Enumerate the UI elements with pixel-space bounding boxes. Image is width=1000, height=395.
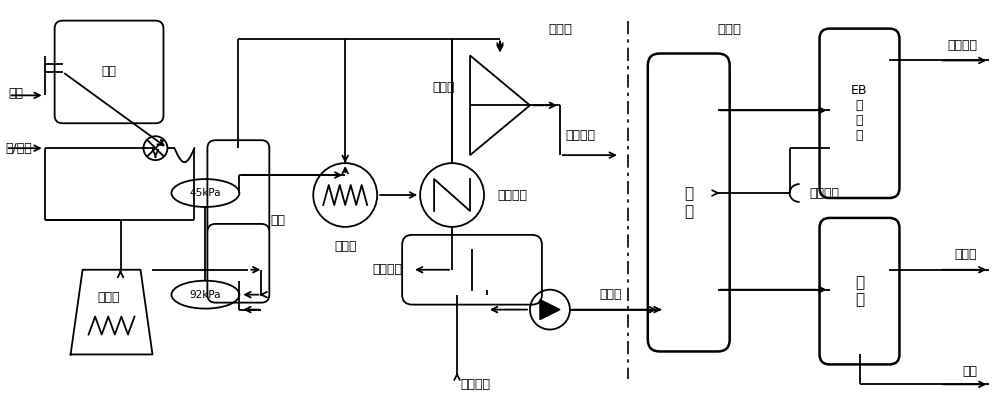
Text: 反应区: 反应区: [548, 23, 572, 36]
Text: 乙苯: 乙苯: [9, 87, 24, 100]
Text: 油水分离: 油水分离: [372, 263, 402, 276]
Text: 蒸发: 蒸发: [102, 66, 117, 79]
Text: 粗
塔: 粗 塔: [684, 186, 693, 219]
FancyBboxPatch shape: [648, 53, 730, 352]
Text: 92kPa: 92kPa: [190, 290, 221, 300]
Text: 加热炉: 加热炉: [97, 291, 120, 304]
Text: 压缩机: 压缩机: [433, 81, 455, 94]
FancyBboxPatch shape: [402, 235, 542, 305]
Text: 脱氢尾气: 脱氢尾气: [565, 129, 595, 142]
Text: 精
塔: 精 塔: [855, 275, 864, 307]
Polygon shape: [470, 56, 530, 155]
Text: 工艺凝液: 工艺凝液: [460, 378, 490, 391]
Text: 反应: 反应: [271, 214, 286, 228]
Text: 45kPa: 45kPa: [190, 188, 221, 198]
FancyBboxPatch shape: [820, 218, 899, 365]
Text: 精馏区: 精馏区: [718, 23, 742, 36]
FancyBboxPatch shape: [820, 28, 899, 198]
Text: 苯、甲苯: 苯、甲苯: [947, 39, 977, 52]
Text: 苯乙烯: 苯乙烯: [955, 248, 977, 261]
Text: 热回收: 热回收: [334, 240, 356, 253]
Polygon shape: [540, 300, 560, 320]
Text: 焦油: 焦油: [962, 365, 977, 378]
Text: 脱氢液: 脱氢液: [600, 288, 622, 301]
Text: 水/蒸汽: 水/蒸汽: [6, 142, 32, 155]
Text: EB
回
收
塔: EB 回 收 塔: [851, 84, 868, 142]
FancyBboxPatch shape: [55, 21, 163, 123]
FancyBboxPatch shape: [207, 140, 269, 236]
Text: 循环乙苯: 循环乙苯: [810, 186, 840, 199]
FancyBboxPatch shape: [207, 224, 269, 303]
Text: 冷凝冷却: 冷凝冷却: [497, 188, 527, 201]
